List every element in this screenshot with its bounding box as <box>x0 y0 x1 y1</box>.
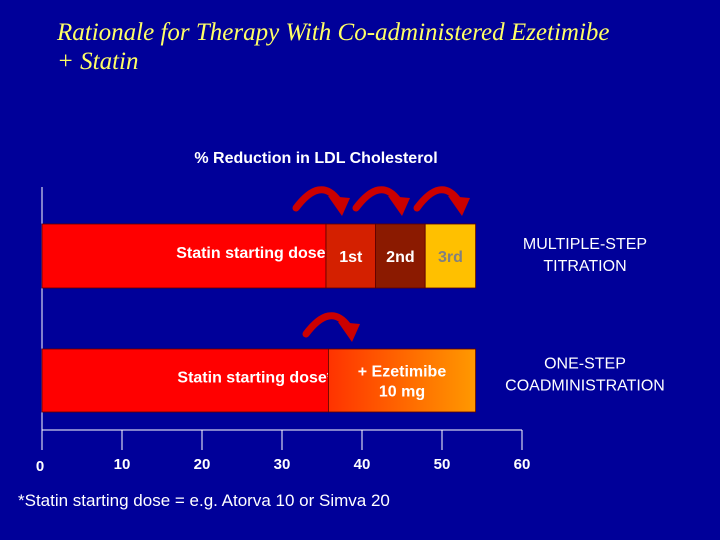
bar-segment-label: Statin starting dose* <box>177 370 333 387</box>
bar-segment-label: 1st <box>339 249 363 266</box>
titration-arrow-2 <box>352 186 410 216</box>
arrow-curve <box>292 186 342 212</box>
coadmin-arrow <box>302 312 360 342</box>
chart-title: % Reduction in LDL Cholesterol <box>194 150 438 167</box>
row-label: TITRATION <box>543 258 626 275</box>
footnote: *Statin starting dose = e.g. Atorva 10 o… <box>18 491 390 511</box>
x-tick-label: 30 <box>274 456 291 473</box>
titration-arrow-1 <box>292 186 350 216</box>
slide-title: Rationale for Therapy With Co-administer… <box>57 18 707 76</box>
row-label: MULTIPLE-STEP <box>523 236 647 253</box>
bar-segment <box>327 348 476 413</box>
x-tick-label: 40 <box>354 456 371 473</box>
arrow-head <box>338 322 360 342</box>
x-tick-label: 10 <box>114 456 131 473</box>
bar-segment-label: 2nd <box>386 249 414 266</box>
arrow-curve <box>413 186 462 212</box>
bar-segment-label: Statin starting dose* <box>176 245 332 262</box>
x-tick-label: 50 <box>434 456 451 473</box>
slide-title-line2: + Statin <box>57 48 139 75</box>
bar-segment-label: 3rd <box>438 249 463 266</box>
bar-segment <box>41 348 329 413</box>
bar-row-2: Statin starting dose* + Ezetimibe 10 mg ONE… <box>41 348 665 413</box>
arrow-head <box>328 196 350 216</box>
bar-segment-label: 10 mg <box>379 384 425 401</box>
row-label: COADMINISTRATION <box>505 378 665 395</box>
titration-arrow-3 <box>413 186 470 216</box>
footnote-text: *Statin starting dose = e.g. Atorva 10 o… <box>18 491 390 510</box>
slide-title-line1: Rationale for Therapy With Co-administer… <box>57 19 610 46</box>
arrow-head <box>388 196 410 216</box>
bar-segment <box>424 223 477 289</box>
arrow-curve <box>302 312 352 338</box>
bar-row-1: Statin starting dose* 1st 2nd 3rd MULTIPLE-S… <box>41 223 647 289</box>
bar-segment-label: + Ezetimibe <box>358 364 447 381</box>
bar-segment <box>41 223 327 289</box>
row-label: ONE-STEP <box>544 356 626 373</box>
x-tick-label: 60 <box>514 456 531 473</box>
x-tick-label: 20 <box>194 456 211 473</box>
x-tick-label: 0 <box>36 458 44 475</box>
arrow-head <box>448 196 470 216</box>
arrow-curve <box>352 186 402 212</box>
